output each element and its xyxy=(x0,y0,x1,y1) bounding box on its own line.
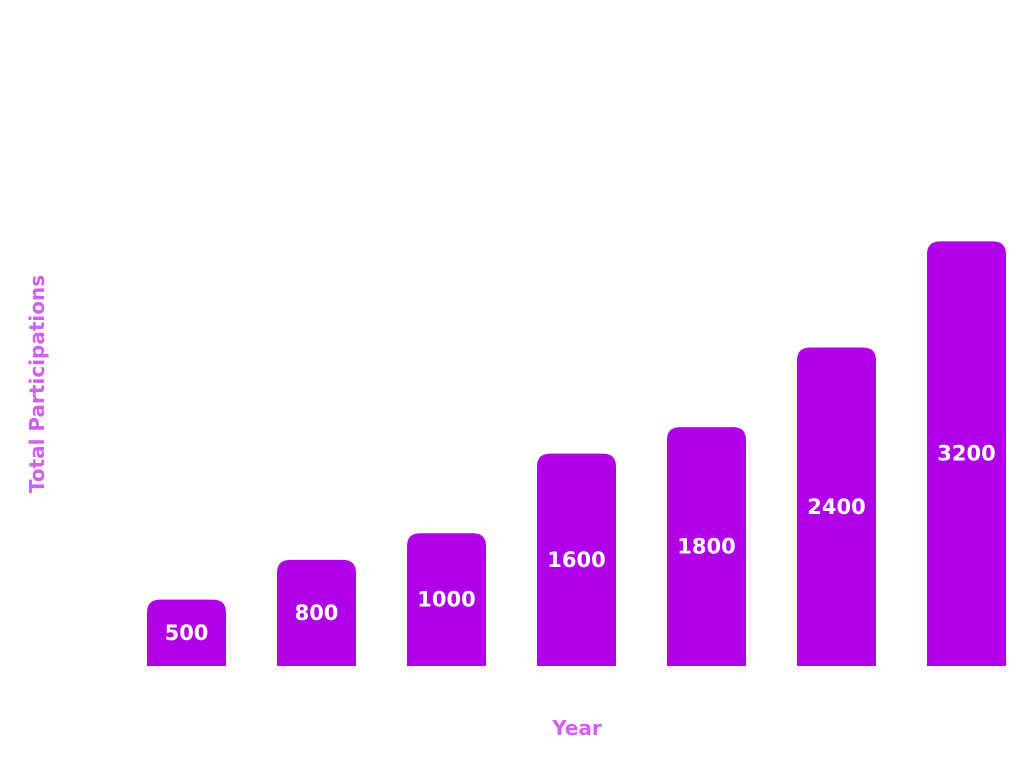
bar-6 xyxy=(797,347,876,666)
bar-5 xyxy=(667,427,746,666)
bar-4 xyxy=(537,453,616,666)
bar-7 xyxy=(927,241,1006,667)
bar-value-label-6: 2400 xyxy=(807,495,865,519)
bar-2 xyxy=(277,559,356,666)
bar-value-label-4: 1600 xyxy=(547,548,605,572)
bar-1 xyxy=(147,599,226,666)
bar-value-label-5: 1800 xyxy=(677,535,735,559)
x-axis-label: Year xyxy=(552,716,602,740)
bar-value-label-3: 1000 xyxy=(417,588,475,612)
bar-value-label-2: 800 xyxy=(295,601,339,625)
bar-3 xyxy=(407,533,486,666)
y-axis-label: Total Participations xyxy=(25,274,49,494)
bar-value-label-1: 500 xyxy=(165,621,209,645)
bar-value-label-7: 3200 xyxy=(937,442,995,466)
